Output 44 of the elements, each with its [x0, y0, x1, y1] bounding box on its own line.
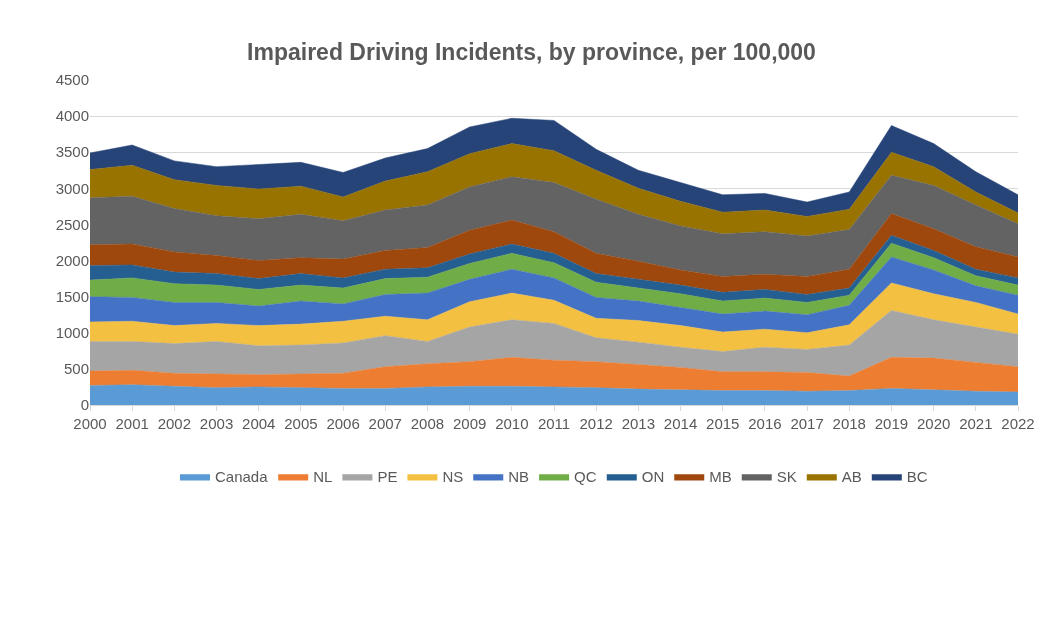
legend-label: PE [377, 468, 398, 486]
x-tick-label: 2005 [284, 415, 318, 432]
legend-label: NB [508, 468, 530, 486]
y-tick-label: 0 [80, 396, 89, 414]
x-tick-label: 2001 [115, 415, 149, 432]
x-tick-label: 2002 [157, 415, 192, 432]
legend-label: NL [313, 468, 333, 486]
x-tick-label: 2016 [748, 415, 782, 432]
x-tick-label: 2003 [199, 415, 234, 432]
x-tick-label: 2010 [495, 415, 529, 432]
y-tick-label: 2500 [55, 215, 89, 233]
x-tick-label: 2014 [663, 415, 698, 432]
legend-label: BC [906, 468, 928, 486]
x-tick-label: 2019 [874, 415, 909, 432]
legend-label: Canada [215, 468, 269, 486]
legend-label: ON [641, 468, 665, 486]
y-tick-label: 4000 [55, 107, 89, 125]
x-tick-label: 2012 [579, 415, 613, 432]
y-tick-label: 1000 [55, 324, 89, 342]
x-tick-label: 2006 [326, 415, 360, 432]
y-tick-label: 2000 [55, 251, 89, 269]
x-tick-label: 2007 [368, 415, 402, 432]
x-tick-label: 2009 [452, 415, 487, 432]
legend-label: NS [442, 468, 464, 486]
y-tick-label: 3000 [55, 179, 89, 197]
y-tick-label: 500 [63, 360, 89, 378]
y-tick-label: 3500 [55, 143, 89, 161]
x-tick-label: 2004 [242, 415, 276, 432]
x-tick-label: 2020 [916, 415, 951, 432]
legend-label: AB [841, 468, 862, 486]
x-tick-label: 2018 [832, 415, 866, 432]
chart-title: Impaired Driving Incidents, by province, per 100,000 [247, 39, 816, 66]
legend-label: SK [776, 468, 797, 486]
x-tick-label: 2013 [621, 415, 656, 432]
y-tick-label: 4500 [55, 71, 89, 89]
x-tick-label: 2021 [959, 415, 993, 432]
x-tick-label: 2008 [410, 415, 445, 432]
x-tick-label: 2022 [1001, 415, 1035, 432]
x-tick-label: 2015 [706, 415, 740, 432]
legend-label: MB [709, 468, 732, 486]
x-tick-label: 2017 [790, 415, 824, 432]
y-tick-label: 1500 [55, 287, 89, 305]
legend-label: QC [574, 468, 597, 486]
x-tick-label: 2011 [537, 415, 571, 432]
